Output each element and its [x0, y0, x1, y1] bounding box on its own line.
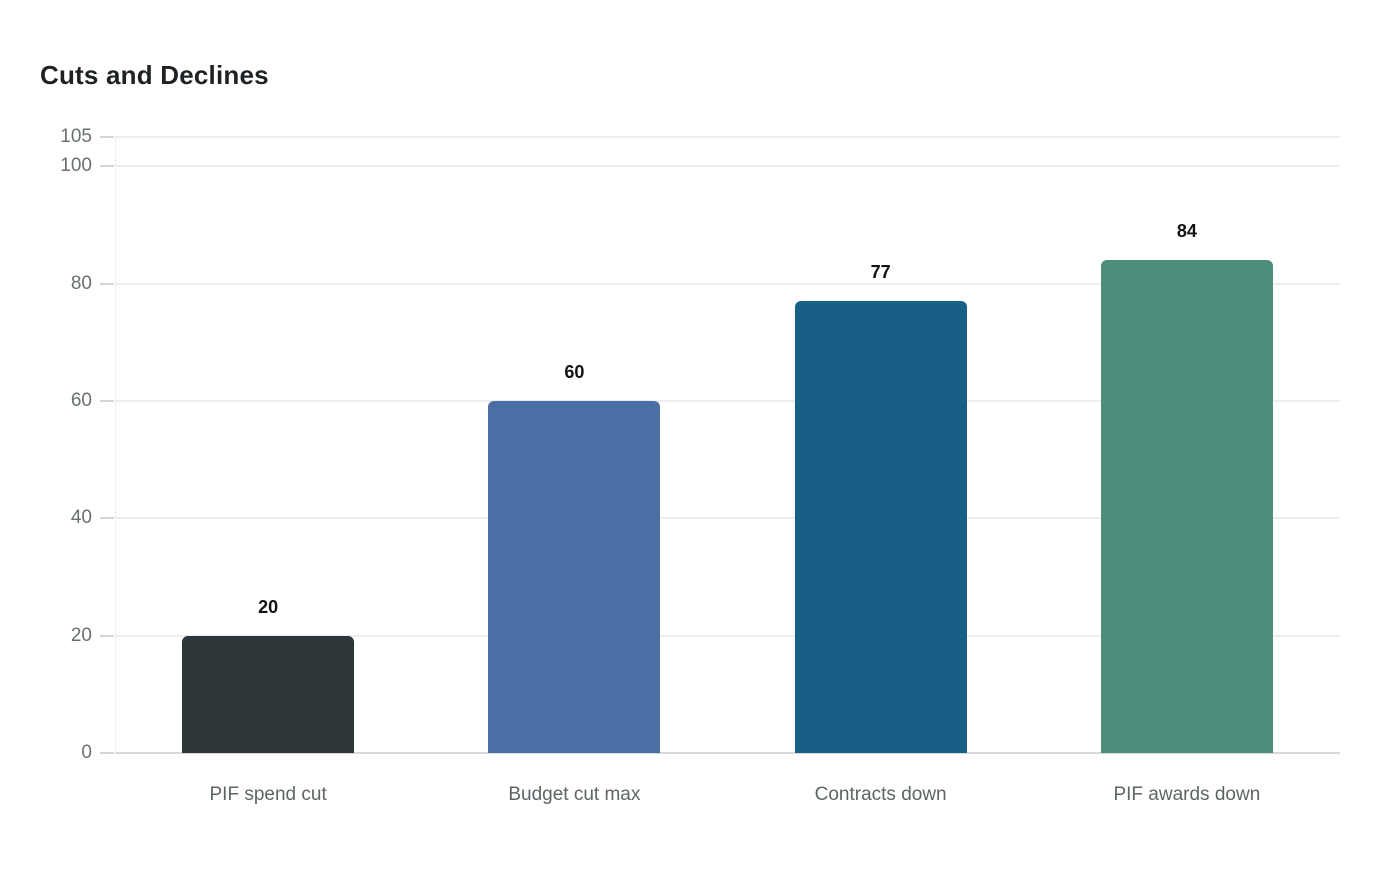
category-label-3: Contracts down — [814, 784, 947, 805]
bar-budget-cut-max — [488, 401, 661, 753]
plot-area: 0 20 40 60 80 100 105 20 PIF spend cut 60 Budget c… — [60, 127, 1340, 805]
y-tick-mark-60 — [100, 400, 114, 402]
y-tick-label-40: 40 — [70, 507, 92, 529]
y-tick-mark-0 — [100, 752, 114, 754]
y-tick-mark-20 — [100, 634, 114, 637]
x-axis-baseline — [115, 752, 1340, 754]
y-tick-label-80: 80 — [70, 272, 92, 294]
bar-value-label: 60 — [564, 362, 585, 382]
y-tick-mark-80 — [100, 282, 114, 285]
gridline-40 — [115, 517, 1340, 520]
category-label-4: PIF awards down — [1113, 784, 1261, 805]
gridline-105 — [115, 136, 1340, 138]
bar-contracts-down — [794, 301, 967, 753]
bar-pif-awards-down — [1100, 260, 1273, 753]
bar-value-label: 77 — [870, 262, 891, 283]
gridline-100 — [115, 165, 1340, 168]
y-tick-label-100: 100 — [60, 155, 92, 177]
y-tick-label-0: 0 — [81, 742, 92, 763]
category-label-1: PIF spend cut — [209, 784, 327, 805]
gridline-20 — [115, 634, 1340, 637]
gridline-60 — [115, 400, 1340, 402]
bar-pif-spend-cut — [182, 635, 355, 753]
y-tick-mark-100 — [100, 165, 114, 168]
y-axis-line — [115, 137, 116, 753]
y-tick-label-105: 105 — [60, 126, 92, 147]
y-tick-mark-105 — [100, 136, 114, 138]
bar-value-label: 84 — [1176, 221, 1197, 242]
bar-value-label: 20 — [258, 596, 279, 617]
y-tick-mark-40 — [100, 517, 114, 520]
category-label-2: Budget cut max — [508, 784, 641, 805]
y-tick-label-20: 20 — [70, 624, 92, 646]
gridline-80 — [115, 282, 1340, 285]
y-tick-label-60: 60 — [70, 390, 92, 411]
chart-title: Cuts and Declines — [40, 60, 269, 90]
